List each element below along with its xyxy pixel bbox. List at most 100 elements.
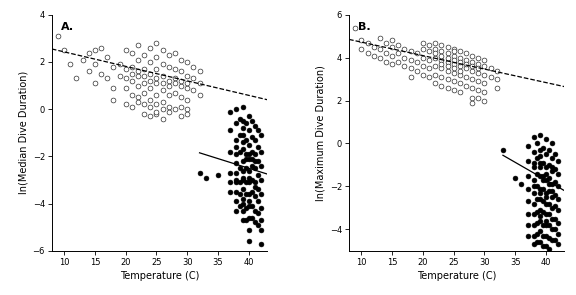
Point [554,231,563,236]
Point [146,86,155,90]
Point [535,148,544,152]
Point [232,199,241,204]
Point [158,116,167,121]
Point [232,171,241,175]
Point [388,62,397,66]
Point [480,64,489,69]
Point [544,188,554,193]
Point [548,165,557,169]
Point [535,160,544,165]
Point [121,102,130,107]
Point [544,235,554,240]
Point [529,201,539,206]
Point [443,64,452,69]
Point [431,51,440,56]
Point [127,71,137,76]
Point [375,47,384,51]
Point [244,239,253,244]
Point [235,133,244,137]
Point [406,58,415,62]
Point [244,156,253,161]
Point [241,206,251,211]
Point [158,107,167,112]
Point [251,123,260,128]
Point [170,81,180,86]
Point [535,208,544,212]
Point [241,180,251,185]
Point [529,135,539,140]
Point [461,75,471,79]
Point [523,143,532,148]
Point [139,53,149,57]
Point [363,51,372,56]
Point [532,197,541,201]
Point [492,85,501,90]
Point [96,45,105,50]
Point [183,60,192,64]
Point [109,86,118,90]
Point [176,104,185,109]
Point [115,62,124,67]
Point [134,57,143,62]
Point [406,75,415,79]
Point [247,149,256,154]
Point [473,88,483,92]
Point [253,173,263,178]
Point [164,64,173,69]
Point [406,66,415,71]
Point [134,74,143,78]
Point [375,55,384,60]
Point [541,178,551,182]
Point [455,64,464,69]
Point [455,81,464,86]
Point [238,119,247,123]
Point [183,97,192,102]
Point [256,192,266,196]
Point [541,195,551,199]
Point [551,203,560,208]
Point [134,43,143,48]
Point [400,47,409,51]
Point [468,60,477,64]
Point [548,238,557,242]
Point [431,55,440,60]
Point [412,51,422,56]
Point [54,34,63,38]
Point [473,70,483,75]
Point [529,165,539,169]
Point [529,233,539,238]
Point [425,42,434,47]
Point [532,240,541,245]
Point [244,175,253,180]
Point [164,53,173,57]
Point [548,195,557,199]
Point [511,176,520,180]
Point [400,55,409,60]
Point [238,178,247,182]
Point [176,57,185,62]
Point [247,178,256,182]
Point [238,196,247,201]
Point [406,49,415,54]
Y-axis label: ln(Maximum Dive Duration): ln(Maximum Dive Duration) [316,65,325,201]
Point [449,58,458,62]
Point [146,97,155,102]
Point [449,88,458,92]
Point [544,201,554,206]
Point [418,47,427,51]
Point [66,62,75,67]
Point [164,93,173,97]
Point [551,227,560,232]
Point [554,197,563,201]
Point [247,156,256,161]
Point [437,66,446,71]
Point [551,216,560,221]
Point [241,156,251,161]
Point [548,188,557,193]
Point [256,241,266,246]
Point [244,199,253,204]
Point [541,137,551,142]
Point [103,76,112,81]
Point [238,147,247,152]
Point [244,204,253,208]
